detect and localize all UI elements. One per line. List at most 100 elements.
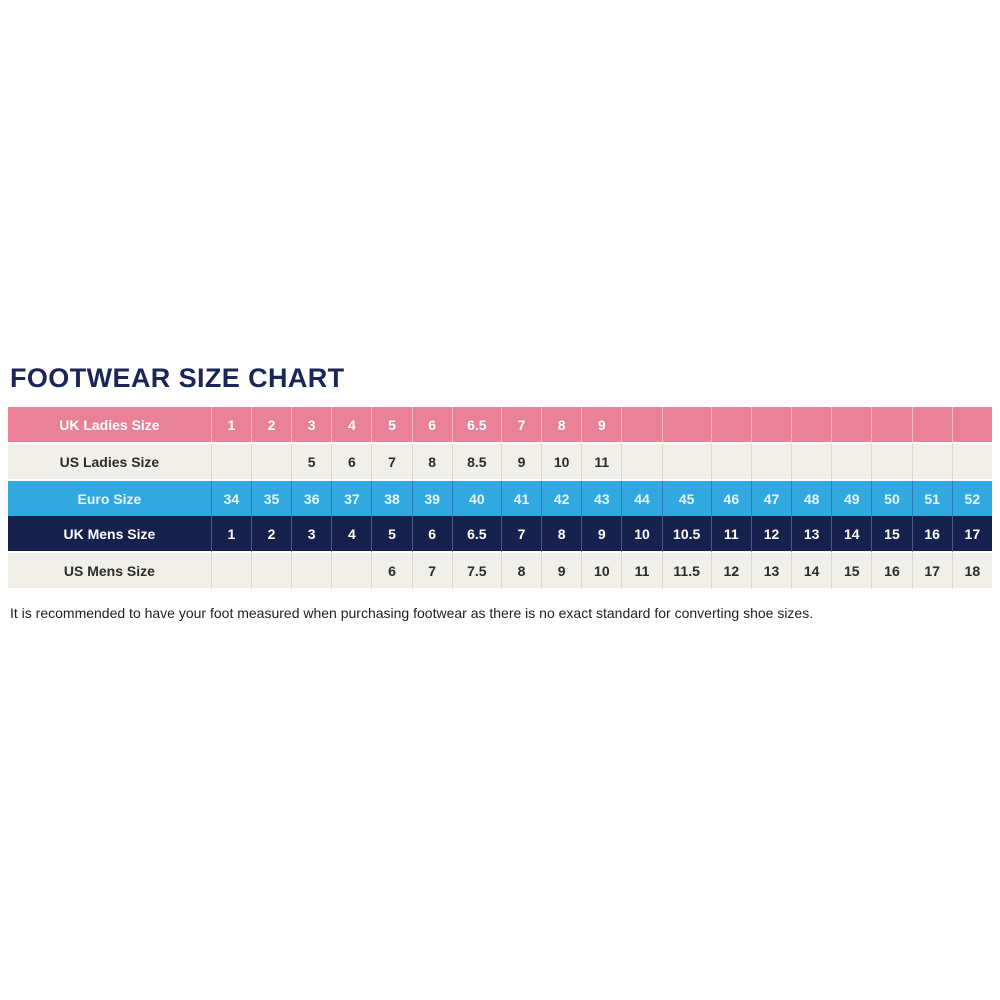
size-cell xyxy=(210,444,251,481)
size-cell: 6 xyxy=(411,516,452,553)
size-cell: 11.5 xyxy=(661,553,711,590)
size-cell: 4 xyxy=(331,407,372,444)
size-cell xyxy=(661,407,711,444)
size-cell: 10 xyxy=(541,444,582,481)
size-cell: 39 xyxy=(411,481,452,516)
size-cell: 9 xyxy=(541,553,582,590)
size-cell: 8 xyxy=(411,444,452,481)
size-cell xyxy=(750,444,792,481)
table-row: Euro Size 34 35 36 37 38 39 40 41 42 43 44 45 46 47 48 4… xyxy=(8,481,992,516)
size-cell: 9 xyxy=(500,444,542,481)
size-cell: 13 xyxy=(750,553,792,590)
size-cell: 6.5 xyxy=(451,407,501,444)
size-cell: 7 xyxy=(371,444,412,481)
size-cell: 12 xyxy=(710,553,751,590)
size-cell: 34 xyxy=(210,481,251,516)
size-cell: 4 xyxy=(331,516,372,553)
size-cell xyxy=(250,444,292,481)
size-cell: 16 xyxy=(871,553,912,590)
size-cell: 6 xyxy=(411,407,452,444)
size-cell xyxy=(911,444,952,481)
size-cell: 2 xyxy=(250,407,292,444)
size-cell: 9 xyxy=(581,407,622,444)
size-cell: 8 xyxy=(541,516,582,553)
size-cell xyxy=(210,553,251,590)
size-cell: 12 xyxy=(750,516,792,553)
size-cell: 5 xyxy=(371,407,412,444)
size-cell: 8 xyxy=(541,407,582,444)
size-cell: 14 xyxy=(791,553,832,590)
footnote: It is recommended to have your foot meas… xyxy=(10,605,814,621)
size-cell xyxy=(871,444,912,481)
size-cell xyxy=(951,407,992,444)
row-label: UK Mens Size xyxy=(8,516,211,553)
size-cell: 40 xyxy=(451,481,501,516)
size-cell xyxy=(750,407,792,444)
size-cell: 10.5 xyxy=(661,516,711,553)
size-cell xyxy=(791,444,832,481)
size-cell: 10 xyxy=(621,516,662,553)
size-cell: 11 xyxy=(581,444,622,481)
size-cell: 13 xyxy=(791,516,832,553)
size-cell: 6 xyxy=(371,553,412,590)
size-cell: 11 xyxy=(621,553,662,590)
size-cell xyxy=(831,407,872,444)
size-cell: 42 xyxy=(541,481,582,516)
size-cell: 36 xyxy=(291,481,332,516)
size-cell: 6 xyxy=(331,444,372,481)
size-cell: 10 xyxy=(581,553,622,590)
size-cell xyxy=(621,407,662,444)
size-cell xyxy=(331,553,372,590)
size-cell xyxy=(831,444,872,481)
size-cell: 52 xyxy=(951,481,992,516)
size-cell xyxy=(661,444,711,481)
size-cell xyxy=(871,407,912,444)
table-row: UK Ladies Size 1 2 3 4 5 6 6.5 7 8 9 xyxy=(8,407,992,444)
size-cell: 37 xyxy=(331,481,372,516)
size-cell: 50 xyxy=(871,481,912,516)
row-label: US Mens Size xyxy=(8,553,211,590)
size-cell: 2 xyxy=(250,516,292,553)
row-label: US Ladies Size xyxy=(8,444,211,481)
size-cell: 41 xyxy=(500,481,542,516)
size-cell xyxy=(911,407,952,444)
size-cell: 38 xyxy=(371,481,412,516)
size-cell xyxy=(710,407,751,444)
size-cell: 11 xyxy=(710,516,751,553)
size-chart-section: FOOTWEAR SIZE CHART UK Ladies Size 1 2 3 4 5 6… xyxy=(8,363,992,621)
size-cell: 35 xyxy=(250,481,292,516)
size-cell: 8.5 xyxy=(451,444,501,481)
page-title: FOOTWEAR SIZE CHART xyxy=(10,363,345,393)
size-cell: 47 xyxy=(750,481,792,516)
size-cell: 18 xyxy=(951,553,992,590)
table-row: US Ladies Size 5 6 7 8 8.5 9 10 11 xyxy=(8,444,992,481)
size-cell: 43 xyxy=(581,481,622,516)
size-cell: 15 xyxy=(871,516,912,553)
size-cell: 1 xyxy=(210,407,251,444)
size-cell: 17 xyxy=(911,553,952,590)
size-cell: 3 xyxy=(291,407,332,444)
size-cell: 7 xyxy=(500,407,542,444)
size-cell: 1 xyxy=(210,516,251,553)
size-cell: 7.5 xyxy=(451,553,501,590)
size-cell: 15 xyxy=(831,553,872,590)
size-cell: 9 xyxy=(581,516,622,553)
size-cell: 7 xyxy=(500,516,542,553)
size-cell xyxy=(951,444,992,481)
size-cell: 5 xyxy=(291,444,332,481)
row-label: Euro Size xyxy=(8,481,211,516)
size-cell: 46 xyxy=(710,481,751,516)
size-cell xyxy=(291,553,332,590)
size-cell: 51 xyxy=(911,481,952,516)
size-table-body: UK Ladies Size 1 2 3 4 5 6 6.5 7 8 9 US Ladies Size… xyxy=(8,407,992,590)
size-cell: 6.5 xyxy=(451,516,501,553)
size-cell xyxy=(250,553,292,590)
size-cell xyxy=(791,407,832,444)
size-cell: 3 xyxy=(291,516,332,553)
size-cell: 17 xyxy=(951,516,992,553)
size-cell: 45 xyxy=(661,481,711,516)
size-cell xyxy=(710,444,751,481)
size-cell: 48 xyxy=(791,481,832,516)
size-cell: 5 xyxy=(371,516,412,553)
table-row: US Mens Size 6 7 7.5 8 9 10 11 11.5 12 13 14 15 16 17 1… xyxy=(8,553,992,590)
